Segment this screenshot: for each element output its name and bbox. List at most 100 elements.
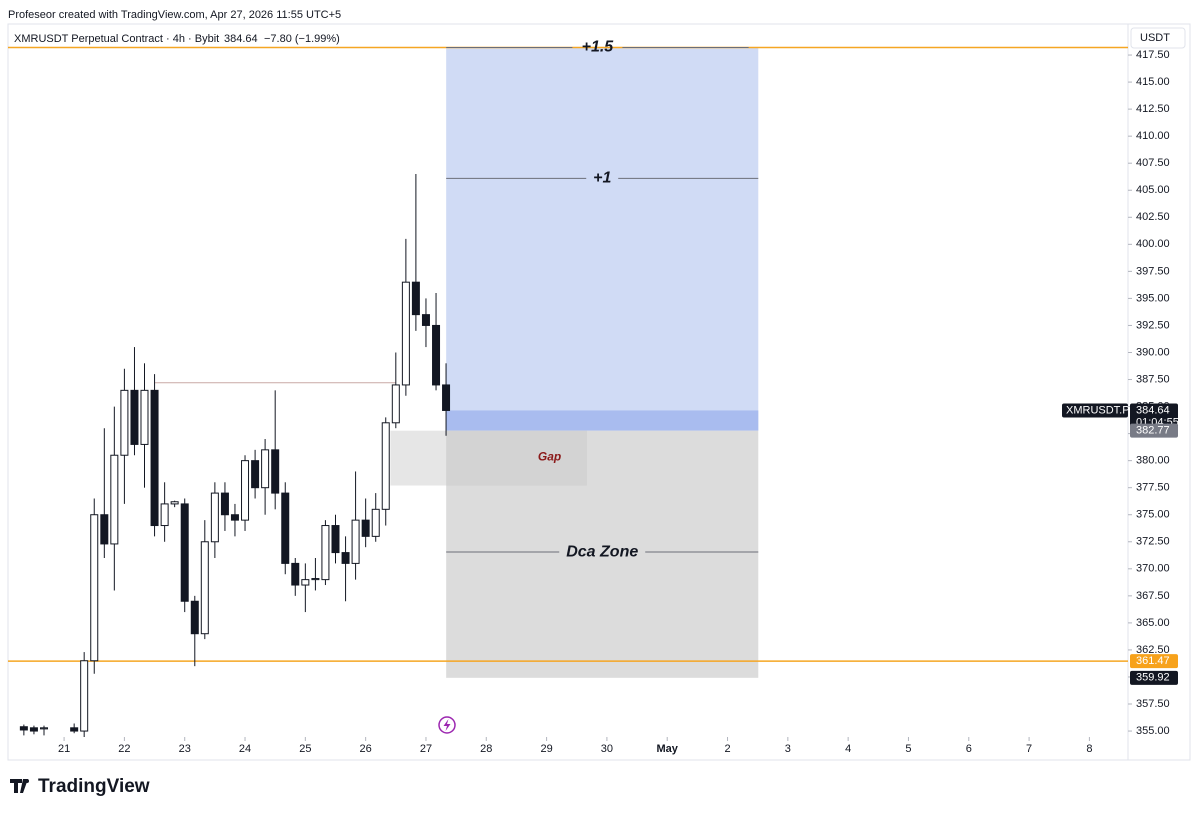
candle-body [190, 600, 199, 635]
price-tag-label: 359.92 [1136, 672, 1170, 684]
candle-body [331, 525, 340, 554]
y-tick-label: 365.00 [1136, 617, 1170, 629]
symbol-tag [1062, 403, 1128, 418]
candle-body [381, 422, 390, 510]
y-tick-label: 397.50 [1136, 265, 1170, 277]
symbol-tag-label: XMRUSDT.P [1066, 404, 1130, 416]
currency-box [1130, 27, 1186, 49]
price-tag-label: 384.64 [1136, 404, 1170, 416]
candle-body [210, 492, 219, 543]
candle-body [291, 562, 300, 586]
y-tick-label: 392.50 [1136, 319, 1170, 331]
x-tick-label: 24 [239, 743, 251, 755]
y-tick-label: 405.00 [1136, 184, 1170, 196]
x-tick-label: 2 [724, 743, 730, 755]
candle-body [351, 519, 360, 564]
candle-body [220, 492, 229, 516]
candle-body [180, 503, 189, 602]
y-tick-label: 390.00 [1136, 346, 1170, 358]
price-tag-label: 361.47 [1136, 655, 1170, 667]
x-tick-label: 30 [601, 743, 613, 755]
candle-body [19, 726, 28, 731]
zone [390, 430, 587, 486]
symbol: XMRUSDT Perpetual Contract · 4h · Bybit [14, 33, 219, 45]
y-tick-label: 412.50 [1136, 103, 1170, 115]
candle-body [40, 727, 49, 730]
icon-bolt [443, 719, 451, 731]
x-tick-label: 7 [1026, 743, 1032, 755]
candle-body [421, 314, 430, 326]
level-label: Dca Zone [566, 543, 638, 560]
candle-body [311, 578, 320, 581]
candle-body [401, 281, 410, 386]
y-tick-label: 415.00 [1136, 76, 1170, 88]
x-tick-label: 27 [420, 743, 432, 755]
x-tick-label: 8 [1086, 743, 1092, 755]
candle-body [371, 508, 380, 537]
level-label: +1 [593, 170, 611, 187]
candle-body [70, 727, 79, 732]
candle-body [150, 389, 159, 527]
candle-body [80, 660, 89, 732]
level-label: +1.5 [582, 39, 615, 56]
candle-body [321, 525, 330, 581]
y-tick-label: 417.50 [1136, 49, 1170, 61]
y-tick-label: 380.00 [1136, 455, 1170, 467]
logo-dot [25, 779, 29, 783]
candle-body [160, 503, 169, 527]
zone [446, 410, 759, 431]
candle-body [281, 492, 290, 564]
y-tick-label: 395.00 [1136, 292, 1170, 304]
overlay: XMRUSDT Perpetual Contract · 4h · Bybit … [14, 27, 1186, 49]
x-tick-label: 6 [966, 743, 972, 755]
candle-body [29, 727, 38, 732]
brand: TradingView [38, 776, 150, 797]
candle-body [230, 514, 239, 521]
y-tick-label: 407.50 [1136, 157, 1170, 169]
y-tick-label: 362.50 [1136, 644, 1170, 656]
y-tick-label: 355.00 [1136, 725, 1170, 737]
y-tick-label: 357.50 [1136, 698, 1170, 710]
plot: +1.5 +1 Dca Zone Gap [8, 39, 1128, 737]
candle-body [100, 514, 109, 545]
x-tick-label: 23 [179, 743, 191, 755]
candle-body [140, 389, 149, 445]
candle-body [432, 324, 441, 386]
y-tick-label: 387.50 [1136, 373, 1170, 385]
y-tick-label: 375.00 [1136, 509, 1170, 521]
x-tick-label: 29 [540, 743, 552, 755]
candle-body [110, 454, 119, 545]
y-tick-label: 367.50 [1136, 590, 1170, 602]
x-tick-label: 5 [905, 743, 911, 755]
lightning-icon [438, 716, 456, 734]
y-tick-label: 370.00 [1136, 563, 1170, 575]
annotation: Gap [538, 450, 561, 464]
currency: USDT [1140, 32, 1170, 44]
frame [7, 23, 1191, 761]
candle-body [271, 449, 280, 494]
x-tick-label: 21 [58, 743, 70, 755]
logo-mark [10, 779, 28, 793]
price-tag [1130, 423, 1178, 438]
x-tick-label: May [657, 743, 679, 755]
x-tick-label: 22 [118, 743, 130, 755]
last-price: 384.64 [224, 33, 258, 45]
candle-body [442, 384, 451, 411]
candle-body [261, 449, 270, 489]
y-tick-label: 372.50 [1136, 536, 1170, 548]
candle-body [130, 389, 139, 445]
x-tick-label: 3 [785, 743, 791, 755]
candle-body [120, 389, 129, 456]
change: −7.80 (−1.99%) [264, 33, 340, 45]
logo: TradingView [10, 776, 150, 797]
candle-body [391, 384, 400, 424]
candle-body [251, 460, 260, 489]
candle-body [411, 281, 420, 316]
zone [446, 430, 759, 678]
candle-body [170, 501, 179, 505]
price-tag [1130, 670, 1178, 685]
price-tag-label: 382.77 [1136, 425, 1170, 437]
x-tick-label: 4 [845, 743, 851, 755]
y-tick-label: 400.00 [1136, 238, 1170, 250]
